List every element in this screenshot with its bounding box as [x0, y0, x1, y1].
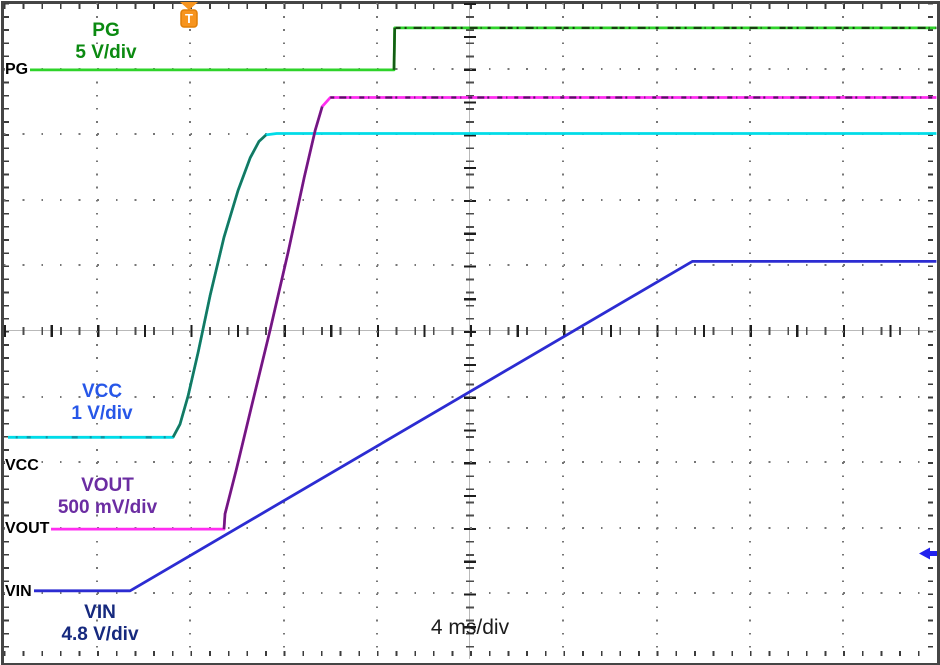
trigger-label: T: [185, 11, 193, 26]
vertical-gridline: [842, 3, 845, 659]
vcc-label: VCC: [81, 381, 123, 402]
vout-ground-marker: VOUT: [5, 520, 52, 537]
center-horizontal-axis-major-ticks: [4, 325, 936, 337]
horizontal-gridline: [4, 198, 936, 201]
vout-scale: 500 mV/div: [57, 497, 158, 518]
vout-channel-annotation: VOUT 500 mV/div: [25, 475, 190, 519]
vertical-gridline: [375, 3, 378, 659]
horizontal-gridline: [4, 461, 936, 464]
horizontal-gridline: [4, 67, 936, 70]
trigger-arrow-icon: [180, 2, 198, 10]
vertical-gridline: [748, 3, 751, 659]
horizontal-gridline: [4, 526, 936, 529]
pg-channel-annotation: PG 5 V/div: [36, 20, 176, 64]
vertical-gridline: [189, 3, 192, 659]
vcc-channel-annotation: VCC 1 V/div: [32, 381, 172, 425]
horizontal-gridline: [4, 592, 936, 595]
vin-ground-marker: VIN: [5, 583, 34, 600]
pg-scale: 5 V/div: [75, 42, 137, 63]
vin-label: VIN: [84, 602, 116, 623]
vertical-gridline: [562, 3, 565, 659]
left-arrow-icon: [919, 547, 937, 560]
vcc-scale: 1 V/div: [71, 403, 133, 424]
trigger-position-icon[interactable]: T: [177, 2, 203, 29]
trace-vin: [32, 259, 937, 593]
trigger-badge: [180, 9, 198, 28]
pg-label: PG: [92, 20, 120, 41]
vout-label: VOUT: [81, 475, 134, 496]
vin-scale: 4.8 V/div: [61, 624, 139, 645]
trace-pg-rising-edge: [392, 27, 396, 70]
trace-vout-rising-edge: [222, 106, 324, 530]
vin-level-left-arrow-icon[interactable]: [917, 545, 939, 562]
trace-vcc-rising-edge: [171, 133, 267, 438]
vertical-gridline: [655, 3, 658, 659]
trace-vout: [49, 96, 937, 531]
pg-ground-marker: PG: [5, 61, 31, 78]
vcc-ground-marker: VCC: [5, 457, 41, 474]
timebase-label: 4 ms/div: [430, 616, 510, 639]
horizontal-gridline: [4, 395, 936, 398]
vertical-gridline: [282, 3, 285, 659]
vertical-gridline: [96, 3, 99, 659]
horizontal-gridline: [4, 264, 936, 267]
vin-channel-annotation: VIN 4.8 V/div: [30, 602, 170, 646]
